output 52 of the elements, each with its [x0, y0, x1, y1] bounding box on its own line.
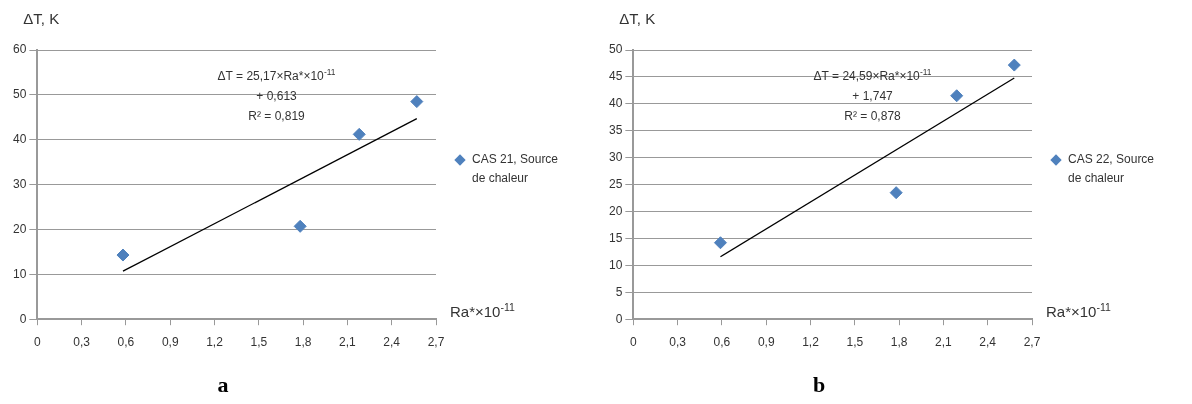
point [889, 186, 903, 200]
x-tick-label: 1,5 [250, 334, 268, 349]
point [1007, 58, 1021, 72]
x-tick-label: 1,2 [802, 334, 820, 349]
x-tick-label: 0,6 [117, 334, 135, 349]
point [116, 248, 130, 262]
x-tick-label: 0,9 [757, 334, 775, 349]
y-axis-title: ΔT, K [23, 10, 60, 27]
y-tick-label: 30 [12, 176, 27, 191]
y-tick-label: 50 [608, 42, 623, 57]
x-tick-label: 0,3 [669, 334, 687, 349]
text: a [217, 372, 229, 398]
text: b [812, 372, 826, 398]
x-tick-label: 0,6 [713, 334, 731, 349]
legend-label: CAS 21, Source de chaleur [472, 151, 560, 187]
y-tick-label: 60 [12, 42, 27, 57]
y-tick-label: 0 [615, 311, 623, 326]
x-tick-label: 0 [630, 334, 637, 349]
x-tick-label: 0,3 [73, 334, 91, 349]
y-axis-title: ΔT, K [619, 10, 656, 27]
x-tick-label: 2,7 [1023, 334, 1041, 349]
x-tick-label: 1,8 [294, 334, 312, 349]
y-tick-label: 20 [12, 221, 27, 236]
point [713, 236, 727, 250]
point [410, 95, 424, 109]
y-tick-label: 35 [608, 123, 623, 138]
y-tick-label: 25 [608, 176, 623, 191]
x-tick-label: 0 [34, 334, 41, 349]
y-tick-label: 20 [608, 203, 623, 218]
y-tick-label: 30 [608, 149, 623, 164]
y-tick-label: 5 [615, 284, 623, 299]
y-tick-label: 15 [608, 230, 623, 245]
y-tick-label: 40 [608, 96, 623, 111]
x-tick-label: 0,9 [161, 334, 179, 349]
y-tick-label: 40 [12, 132, 27, 147]
x-tick-label: 1,8 [890, 334, 908, 349]
y-tick-label: 0 [19, 311, 27, 326]
x-tick-label: 1,5 [846, 334, 864, 349]
y-tick-label: 10 [12, 266, 27, 281]
x-tick-label: 2,1 [935, 334, 953, 349]
x-tick-label: 1,2 [206, 334, 224, 349]
y-tick-label: 45 [608, 69, 623, 84]
point [293, 219, 307, 233]
y-tick-label: 50 [12, 87, 27, 102]
x-tick-label: 2,4 [383, 334, 401, 349]
point [950, 89, 964, 103]
x-tick-label: 2,1 [339, 334, 357, 349]
y-tick-label: 10 [608, 257, 623, 272]
x-tick-label: 2,7 [427, 334, 445, 349]
x-tick-label: 2,4 [979, 334, 997, 349]
point [352, 127, 366, 141]
legend-label: CAS 22, Source de chaleur [1068, 151, 1156, 187]
